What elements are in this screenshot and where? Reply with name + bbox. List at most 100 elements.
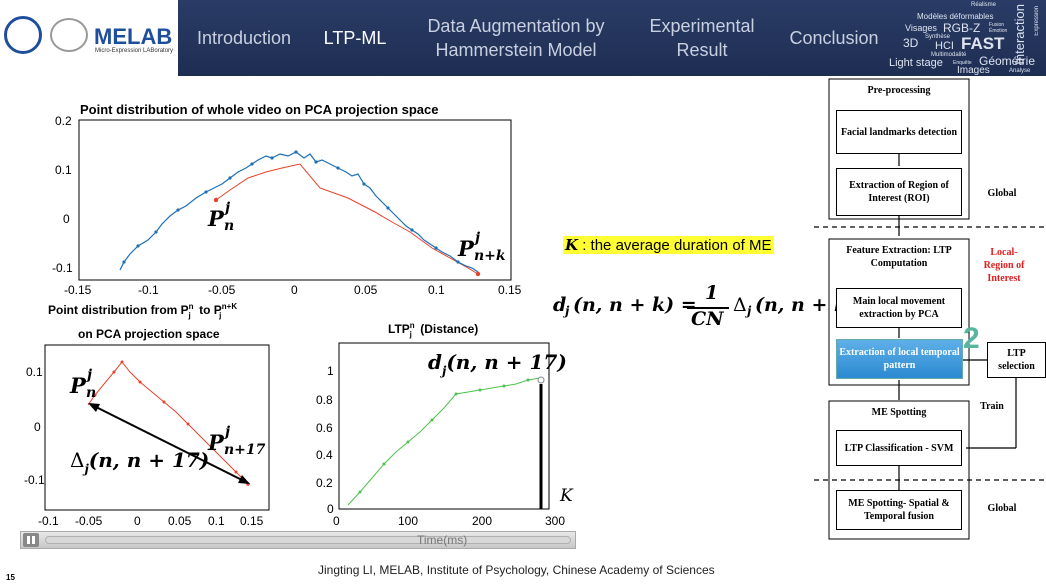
top-plot-ytick: 0 [63,212,70,226]
left-plot-xtick: 0.05 [168,514,192,528]
left-plot-xtick: 0 [134,514,141,528]
word-cloud-term: Fusion [989,22,1005,28]
logo-text: MELAB [94,24,173,49]
top-plot-point [136,244,140,248]
flowchart-ltp-selection-box: LTP selection [987,342,1046,378]
left-plot-axes [44,344,270,511]
logo-subtitle: Micro-Expression LABoratory [95,48,174,54]
left-plot-xtick: -0.05 [75,514,103,528]
right-plot-distance-label: dj(n, n + 17) [428,350,567,378]
flowchart-local-region-label: Local-Region of Interest [983,247,1025,284]
left-plot-title-line1: Point distribution from Pnj to Pn+Kj [48,302,238,320]
top-plot-point [228,176,232,180]
left-plot-point [210,446,214,450]
right-plot-ytick: 0.6 [316,421,333,435]
top-plot-ytick: 0.2 [55,114,72,128]
left-plot-ytick: 0.1 [26,365,43,379]
right-plot-k-point [537,376,545,384]
flowchart-facial-landmarks-box: Facial landmarks detection [836,110,962,154]
right-plot-ytick: 0 [327,502,334,516]
left-plot-point [234,470,238,474]
top-plot-xtick: -0.1 [138,283,159,297]
right-plot-xtick: 100 [398,514,419,528]
nav-experimental-result[interactable]: Experimental Result [649,16,755,60]
left-plot-ytick: 0 [34,420,41,434]
nav-ltp-ml[interactable]: LTP-ML [323,28,387,48]
left-plot-arrowhead-end [238,475,250,484]
top-plot-points [122,150,460,264]
top-plot-ytick: 0.1 [55,163,72,177]
flowchart-feature-title: Feature Extraction: LTP Computation [846,245,952,269]
flowchart-global-label-top: Global [987,188,1017,199]
right-plot-point [502,384,506,388]
right-plot-point [358,490,362,494]
left-plot-arrowhead-start [88,403,100,412]
media-time-label: Time(ms) [417,533,468,547]
left-plot-delta-arrow [91,404,247,483]
top-plot-xtick: -0.05 [208,283,236,297]
left-plot-title-line2: on PCA projection space [78,327,220,341]
pause-icon [27,536,30,544]
pause-button[interactable] [23,533,39,547]
flowchart-pca-box: Main local movement extraction by PCA [836,288,962,328]
left-plot-xtick: 0.15 [240,514,264,528]
top-plot-point [456,260,460,264]
word-cloud-term: Modèles déformables [917,12,994,21]
top-plot-point [314,160,318,164]
flowchart-fusion-box: ME Spotting- Spatial & Temporal fusion [836,490,962,530]
top-plot-point [122,260,126,264]
top-plot-end-point [475,271,481,277]
top-plot-xtick: -0.15 [64,283,92,297]
slide-number: 15 [6,573,15,582]
right-plot-xtick: 200 [472,514,493,528]
left-plot-point [162,400,166,404]
left-plot-red-trajectory [87,361,249,485]
right-plot-axes [338,342,550,510]
left-plot-point [186,422,190,426]
media-scrub-track[interactable] [45,536,571,544]
nav-introduction[interactable]: Introduction [196,28,292,48]
top-plot-xtick: 0.15 [498,283,522,297]
flowchart-roi-box: Extraction of Region of Interest (ROI) [836,168,962,216]
top-plot-red-trajectory [215,163,479,275]
top-plot-point [154,230,158,234]
right-plot-point [454,392,458,396]
top-plot-point [386,206,390,210]
right-plot-ytick: 0.8 [316,393,333,407]
word-cloud-term: Enquête [953,60,972,66]
flowchart-spotting-title: ME Spotting [871,407,927,418]
left-plot-ytick: -0.1 [24,473,45,487]
right-plot-xtick: 300 [545,514,566,528]
pause-icon [32,536,35,544]
logo-area: MELAB Micro-Expression LABoratory [0,0,178,76]
top-plot-axes [78,119,512,281]
footer-credit: Jingting LI, MELAB, Institute of Psychol… [318,563,715,577]
word-cloud-term: Réalisme [971,2,997,8]
top-plot-ytick: -0.1 [52,261,73,275]
right-plot-ytick: 1 [327,364,334,378]
word-cloud-term: Light stage [889,57,943,69]
right-plot-xtick: 0 [333,514,340,528]
word-cloud-term: HCI [935,40,954,52]
top-plot-point [434,246,438,250]
left-plot-points [93,360,250,486]
right-plot-k-label: K [560,486,573,506]
nav-conclusion[interactable]: Conclusion [789,28,879,48]
word-cloud-term: Émotion [989,28,1008,34]
flowchart-svm-box: LTP Classification - SVM [836,430,962,466]
top-plot-point [250,162,254,166]
nav-data-augmentation[interactable]: Data Augmentation by Hammerstein Model [427,16,605,60]
left-plot-point [120,360,124,364]
right-plot-point [430,418,434,422]
top-plot-start-point [213,197,219,203]
media-player-bar: Time(ms) [20,531,576,549]
word-cloud-term: 3D [903,36,919,50]
right-plot-point [478,388,482,392]
word-cloud-term: Multimodalité [931,52,967,58]
top-plot-point [176,208,180,212]
top-plot-point [294,150,298,154]
k-definition: K : the average duration of ME [563,236,774,254]
word-cloud: Réalisme Modèles déformables Visages RGB… [885,0,1046,76]
